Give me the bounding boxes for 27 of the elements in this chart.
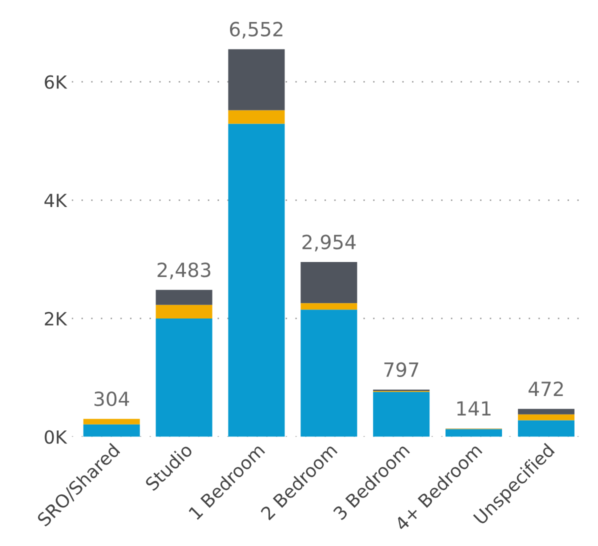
bar — [156, 318, 212, 437]
bar — [156, 304, 212, 318]
bar — [300, 262, 358, 304]
bar — [446, 429, 502, 437]
bar — [518, 420, 574, 437]
bar — [228, 49, 285, 110]
bar — [83, 424, 140, 437]
total-label: 304 — [94, 391, 130, 406]
y-tick-label: 4K — [44, 194, 68, 207]
y-tick-label: 0K — [44, 430, 68, 444]
total-label: 2,954 — [302, 234, 356, 252]
bar — [228, 110, 285, 124]
bar — [518, 414, 574, 420]
total-label: 472 — [528, 382, 563, 396]
bar — [373, 392, 430, 437]
y-tick-label: 2K — [44, 312, 68, 326]
total-label: 797 — [384, 362, 418, 377]
bar — [300, 310, 358, 437]
bar — [300, 303, 358, 310]
total-label: 141 — [457, 401, 491, 416]
bar — [228, 124, 285, 437]
bar — [83, 418, 140, 424]
bar — [156, 290, 212, 305]
bar — [518, 408, 574, 414]
total-label: 2,483 — [158, 262, 210, 280]
y-tick-label: 6K — [44, 75, 68, 89]
total-label: 6,552 — [230, 22, 282, 38]
